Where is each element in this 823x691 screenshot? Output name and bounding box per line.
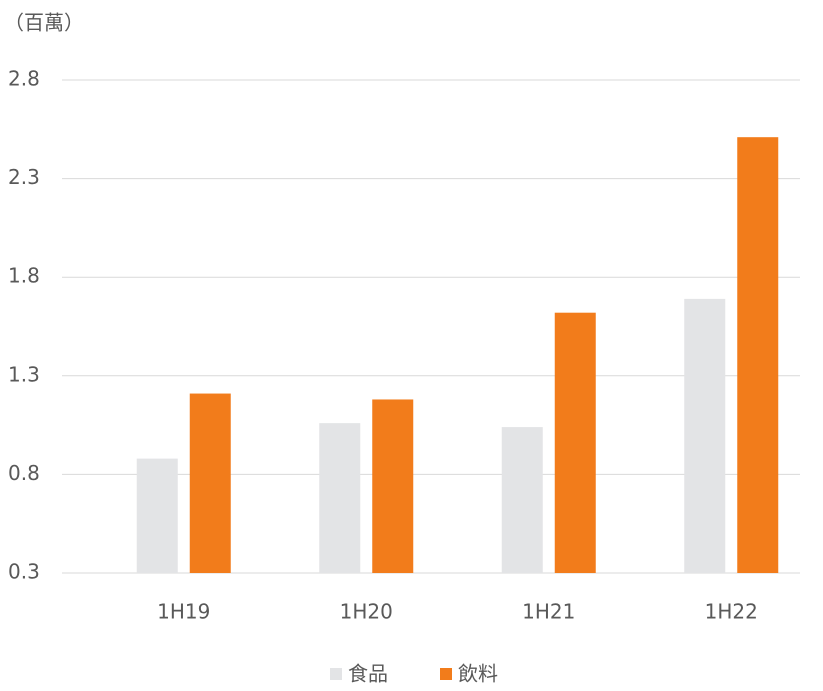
x-tick-label: 1H20 xyxy=(340,600,393,624)
bar xyxy=(554,312,596,573)
bar xyxy=(501,427,543,573)
bar xyxy=(189,393,231,573)
legend-swatch xyxy=(440,668,452,680)
y-tick-label: 2.8 xyxy=(8,67,40,91)
x-tick-label: 1H22 xyxy=(705,600,758,624)
bar xyxy=(737,137,779,574)
x-tick-label: 1H19 xyxy=(157,600,210,624)
y-tick-label: 0.8 xyxy=(8,461,40,485)
legend-swatch xyxy=(330,668,342,680)
bar xyxy=(319,423,361,573)
y-tick-label: 2.3 xyxy=(8,165,40,189)
bar xyxy=(372,399,414,573)
x-tick-label: 1H21 xyxy=(522,600,575,624)
y-tick-label: 0.3 xyxy=(8,560,40,584)
bar xyxy=(136,458,178,573)
y-tick-label: 1.8 xyxy=(8,264,40,288)
y-tick-label: 1.3 xyxy=(8,362,40,386)
bar xyxy=(684,298,726,573)
legend-label: 飲料 xyxy=(458,662,498,686)
legend-label: 食品 xyxy=(348,662,388,686)
unit-label: （百萬） xyxy=(4,11,84,35)
